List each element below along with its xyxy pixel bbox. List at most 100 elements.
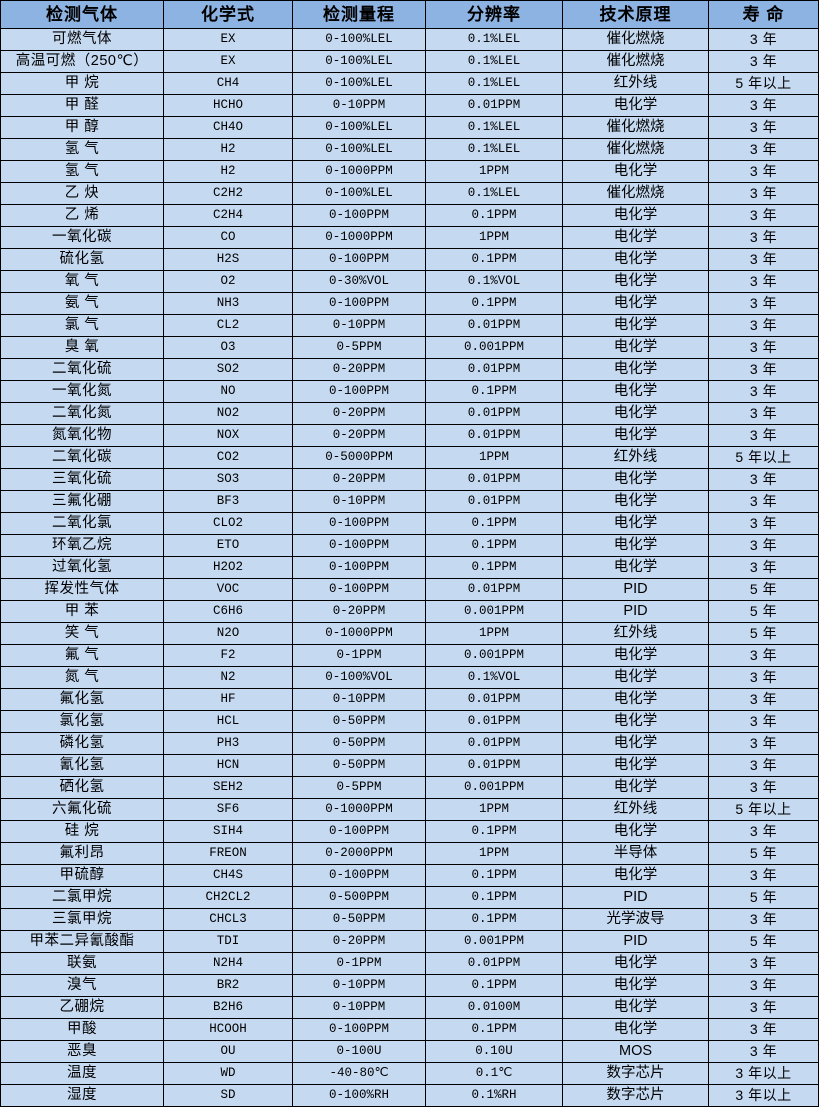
table-row: 硅 烷 SIH4 0-100PPM 0.1PPM 电化学 3 年 xyxy=(0,820,819,843)
table-row: 甲 烷 CH4 0-100%LEL 0.1%LEL 红外线 5 年以上 xyxy=(0,72,819,95)
cell-formula: C2H2 xyxy=(163,182,293,205)
cell-range: 0-10PPM xyxy=(292,490,426,513)
cell-formula: N2 xyxy=(163,666,293,689)
table-row: 一氧化碳 CO 0-1000PPM 1PPM 电化学 3 年 xyxy=(0,226,819,249)
table-row: 可燃气体 EX 0-100%LEL 0.1%LEL 催化燃烧 3 年 xyxy=(0,28,819,51)
cell-technology: 电化学 xyxy=(562,996,709,1019)
cell-range: 0-30%VOL xyxy=(292,270,426,293)
table-row: 高温可燃（250℃） EX 0-100%LEL 0.1%LEL 催化燃烧 3 年 xyxy=(0,50,819,73)
cell-gas: 氯 气 xyxy=(0,314,164,337)
cell-technology: 电化学 xyxy=(562,424,709,447)
cell-resolution: 0.001PPM xyxy=(425,776,563,799)
cell-gas: 二氧化氯 xyxy=(0,512,164,535)
cell-lifetime: 5 年以上 xyxy=(708,72,819,95)
cell-lifetime: 3 年 xyxy=(708,358,819,381)
cell-gas: 氨 气 xyxy=(0,292,164,315)
table-row: 环氧乙烷 ETO 0-100PPM 0.1PPM 电化学 3 年 xyxy=(0,534,819,557)
table-row: 氯化氢 HCL 0-50PPM 0.01PPM 电化学 3 年 xyxy=(0,710,819,733)
cell-gas: 甲 苯 xyxy=(0,600,164,623)
cell-gas: 高温可燃（250℃） xyxy=(0,50,164,73)
cell-gas: 三氯甲烷 xyxy=(0,908,164,931)
cell-lifetime: 3 年 xyxy=(708,314,819,337)
cell-formula: NO2 xyxy=(163,402,293,425)
cell-gas: 硫化氢 xyxy=(0,248,164,271)
cell-gas: 一氧化碳 xyxy=(0,226,164,249)
table-row: 氟化氢 HF 0-10PPM 0.01PPM 电化学 3 年 xyxy=(0,688,819,711)
cell-formula: N2H4 xyxy=(163,952,293,975)
cell-gas: 硅 烷 xyxy=(0,820,164,843)
table-header: 检测气体 化学式 检测量程 分辨率 技术原理 寿 命 xyxy=(0,0,819,29)
cell-range: 0-20PPM xyxy=(292,358,426,381)
cell-range: 0-100%LEL xyxy=(292,138,426,161)
cell-resolution: 0.01PPM xyxy=(425,468,563,491)
cell-lifetime: 5 年 xyxy=(708,842,819,865)
cell-formula: H2 xyxy=(163,138,293,161)
cell-resolution: 0.01PPM xyxy=(425,314,563,337)
cell-gas: 氧 气 xyxy=(0,270,164,293)
cell-formula: HCOOH xyxy=(163,1018,293,1041)
table-row: 二氧化氯 CLO2 0-100PPM 0.1PPM 电化学 3 年 xyxy=(0,512,819,535)
cell-technology: PID xyxy=(562,578,709,601)
cell-formula: CH4S xyxy=(163,864,293,887)
table-row: 一氧化氮 NO 0-100PPM 0.1PPM 电化学 3 年 xyxy=(0,380,819,403)
cell-technology: 电化学 xyxy=(562,776,709,799)
cell-formula: F2 xyxy=(163,644,293,667)
cell-lifetime: 3 年 xyxy=(708,468,819,491)
cell-formula: TDI xyxy=(163,930,293,953)
cell-resolution: 0.1%VOL xyxy=(425,270,563,293)
cell-technology: 电化学 xyxy=(562,512,709,535)
cell-range: 0-100%LEL xyxy=(292,28,426,51)
cell-gas: 氢 气 xyxy=(0,160,164,183)
cell-formula: H2 xyxy=(163,160,293,183)
cell-lifetime: 5 年 xyxy=(708,600,819,623)
cell-technology: 催化燃烧 xyxy=(562,28,709,51)
cell-resolution: 1PPM xyxy=(425,622,563,645)
cell-range: 0-100%LEL xyxy=(292,72,426,95)
cell-range: 0-100PPM xyxy=(292,292,426,315)
cell-resolution: 0.001PPM xyxy=(425,600,563,623)
cell-resolution: 1PPM xyxy=(425,226,563,249)
cell-range: 0-20PPM xyxy=(292,468,426,491)
table-row: 三氯甲烷 CHCL3 0-50PPM 0.1PPM 光学波导 3 年 xyxy=(0,908,819,931)
cell-range: 0-100PPM xyxy=(292,534,426,557)
cell-technology: 电化学 xyxy=(562,666,709,689)
cell-resolution: 0.10U xyxy=(425,1040,563,1063)
cell-resolution: 0.01PPM xyxy=(425,490,563,513)
cell-gas: 二氧化氮 xyxy=(0,402,164,425)
table-row: 氟利昂 FREON 0-2000PPM 1PPM 半导体 5 年 xyxy=(0,842,819,865)
cell-lifetime: 3 年 xyxy=(708,160,819,183)
cell-formula: CH2CL2 xyxy=(163,886,293,909)
cell-formula: CLO2 xyxy=(163,512,293,535)
cell-resolution: 0.1PPM xyxy=(425,886,563,909)
cell-technology: 电化学 xyxy=(562,314,709,337)
cell-formula: HCN xyxy=(163,754,293,777)
table-row: 甲酸 HCOOH 0-100PPM 0.1PPM 电化学 3 年 xyxy=(0,1018,819,1041)
cell-technology: 电化学 xyxy=(562,534,709,557)
cell-gas: 二氯甲烷 xyxy=(0,886,164,909)
cell-technology: 光学波导 xyxy=(562,908,709,931)
cell-formula: CHCL3 xyxy=(163,908,293,931)
column-header-technology: 技术原理 xyxy=(562,0,709,29)
cell-resolution: 0.1PPM xyxy=(425,380,563,403)
cell-lifetime: 3 年以上 xyxy=(708,1062,819,1085)
cell-formula: CO xyxy=(163,226,293,249)
cell-gas: 甲酸 xyxy=(0,1018,164,1041)
cell-technology: 电化学 xyxy=(562,688,709,711)
cell-resolution: 0.01PPM xyxy=(425,94,563,117)
cell-lifetime: 3 年 xyxy=(708,424,819,447)
cell-lifetime: 3 年 xyxy=(708,688,819,711)
cell-technology: 电化学 xyxy=(562,402,709,425)
cell-range: 0-20PPM xyxy=(292,930,426,953)
cell-formula: SO3 xyxy=(163,468,293,491)
table-row: 湿度 SD 0-100%RH 0.1%RH 数字芯片 3 年以上 xyxy=(0,1084,819,1107)
cell-resolution: 1PPM xyxy=(425,446,563,469)
cell-lifetime: 3 年 xyxy=(708,50,819,73)
cell-formula: HF xyxy=(163,688,293,711)
table-row: 氮 气 N2 0-100%VOL 0.1%VOL 电化学 3 年 xyxy=(0,666,819,689)
cell-technology: 催化燃烧 xyxy=(562,116,709,139)
cell-technology: 电化学 xyxy=(562,336,709,359)
cell-lifetime: 3 年 xyxy=(708,1040,819,1063)
cell-gas: 一氧化氮 xyxy=(0,380,164,403)
table-row: 笑 气 N2O 0-1000PPM 1PPM 红外线 5 年 xyxy=(0,622,819,645)
cell-resolution: 0.1%LEL xyxy=(425,72,563,95)
